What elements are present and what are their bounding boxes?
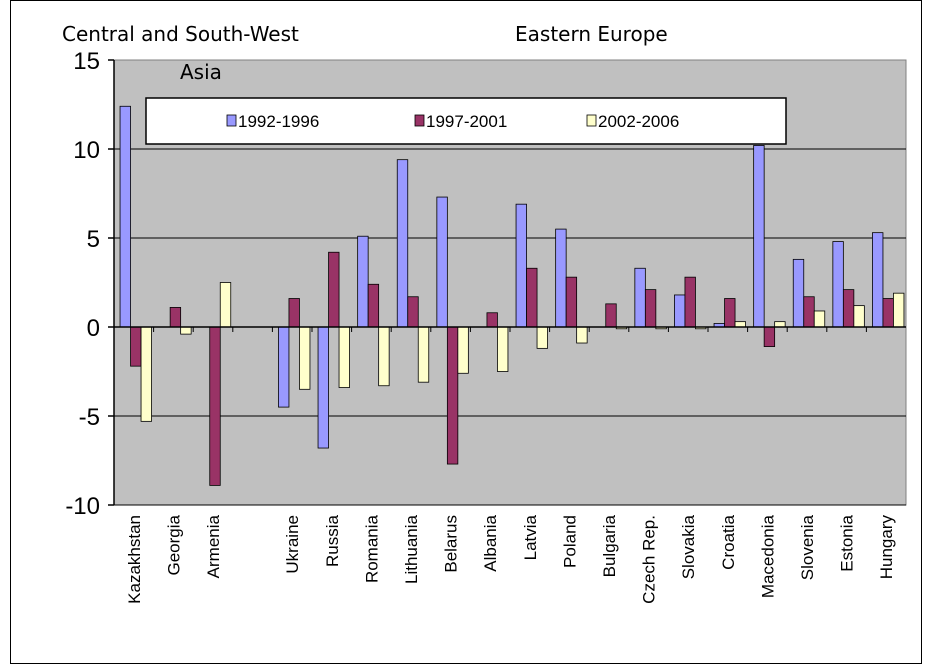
bar (457, 326, 469, 374)
legend-label: 2002-2006 (598, 112, 679, 131)
bar (634, 267, 646, 328)
bar (842, 289, 855, 328)
legend-swatch (226, 114, 237, 127)
bar (338, 326, 350, 388)
bar (119, 105, 131, 328)
x-category-label: Croatia (719, 514, 738, 569)
y-tick-label: 15 (73, 48, 100, 75)
bar (674, 294, 686, 328)
bar (396, 159, 409, 328)
bar (872, 232, 884, 328)
x-category-label: Macedonia (758, 514, 777, 598)
legend-swatch (414, 114, 425, 127)
bar (644, 289, 657, 328)
y-tick-label: -5 (79, 404, 100, 431)
bar (497, 326, 509, 372)
bar (299, 326, 311, 390)
group-label-asia: Asia (180, 60, 222, 84)
bar (576, 326, 588, 344)
x-category-label: Lithuania (402, 514, 421, 584)
bar (515, 203, 527, 328)
bar (763, 326, 776, 347)
x-category-label: Bulgaria (600, 514, 619, 577)
gridlines (108, 59, 906, 506)
bar (684, 276, 696, 328)
group-label-eastern-europe: Eastern Europe (515, 22, 668, 46)
bar (209, 326, 221, 486)
bar (446, 326, 459, 465)
legend-label: 1992-1996 (238, 112, 319, 131)
bar (378, 326, 390, 387)
bar (536, 326, 548, 349)
x-category-label: Estonia (838, 514, 857, 571)
bar (486, 312, 498, 328)
x-category-label: Hungary (877, 515, 896, 580)
x-category-label: Slovakia (679, 514, 698, 579)
bar (357, 235, 369, 328)
x-category-label: Albania (481, 514, 500, 571)
legend-swatch (586, 114, 597, 127)
bar (565, 276, 578, 328)
bar (813, 310, 826, 328)
x-category-labels: Kazakhstan Georgia Armenia Ukraine Russia Rom… (113, 327, 896, 604)
y-tick-label: 0 (87, 315, 100, 342)
x-category-label: Latvia (521, 514, 540, 560)
legend-label: 1997-2001 (426, 112, 507, 131)
x-category-label: Poland (560, 515, 579, 568)
bar (436, 196, 448, 328)
bars (119, 105, 905, 486)
bar (853, 305, 865, 328)
x-category-label: Russia (323, 514, 342, 567)
x-category-label: Armenia (204, 514, 223, 578)
bar (803, 296, 815, 328)
x-category-label: Kazakhstan (125, 515, 144, 604)
bar (278, 326, 290, 408)
bar (792, 258, 805, 328)
y-tick-labels: 15 10 5 0 -5 -10 (65, 48, 100, 520)
bar (328, 251, 340, 328)
bar (526, 267, 538, 328)
y-tick-label: -10 (65, 493, 100, 520)
bar (734, 321, 746, 328)
bar (417, 326, 430, 383)
x-category-label: Czech Rep. (640, 515, 659, 604)
bar (724, 298, 736, 328)
bar (555, 228, 567, 328)
legend-box (145, 97, 787, 145)
bar (407, 296, 419, 328)
x-category-label: Georgia (164, 514, 183, 575)
bar (893, 292, 905, 328)
bar (605, 303, 617, 328)
x-category-label: Belarus (442, 515, 461, 573)
bar (180, 326, 192, 335)
bar (140, 326, 152, 422)
bar (774, 321, 786, 328)
bar (169, 307, 182, 328)
x-category-label: Romania (362, 514, 381, 583)
bar (367, 283, 380, 328)
bar (130, 326, 142, 367)
y-tick-label: 5 (87, 226, 100, 253)
bar (219, 282, 232, 328)
bar (753, 145, 765, 328)
x-category-label: Ukraine (283, 515, 302, 574)
bar (882, 298, 894, 328)
group-label-central: Central and South-West (62, 22, 299, 46)
bar (832, 241, 844, 328)
legend: 1992-1996 1997-2001 2002-2006 (145, 97, 787, 145)
x-category-label: Slovenia (798, 514, 817, 580)
y-tick-label: 10 (73, 137, 100, 164)
bar (288, 298, 300, 328)
bar (317, 326, 329, 449)
